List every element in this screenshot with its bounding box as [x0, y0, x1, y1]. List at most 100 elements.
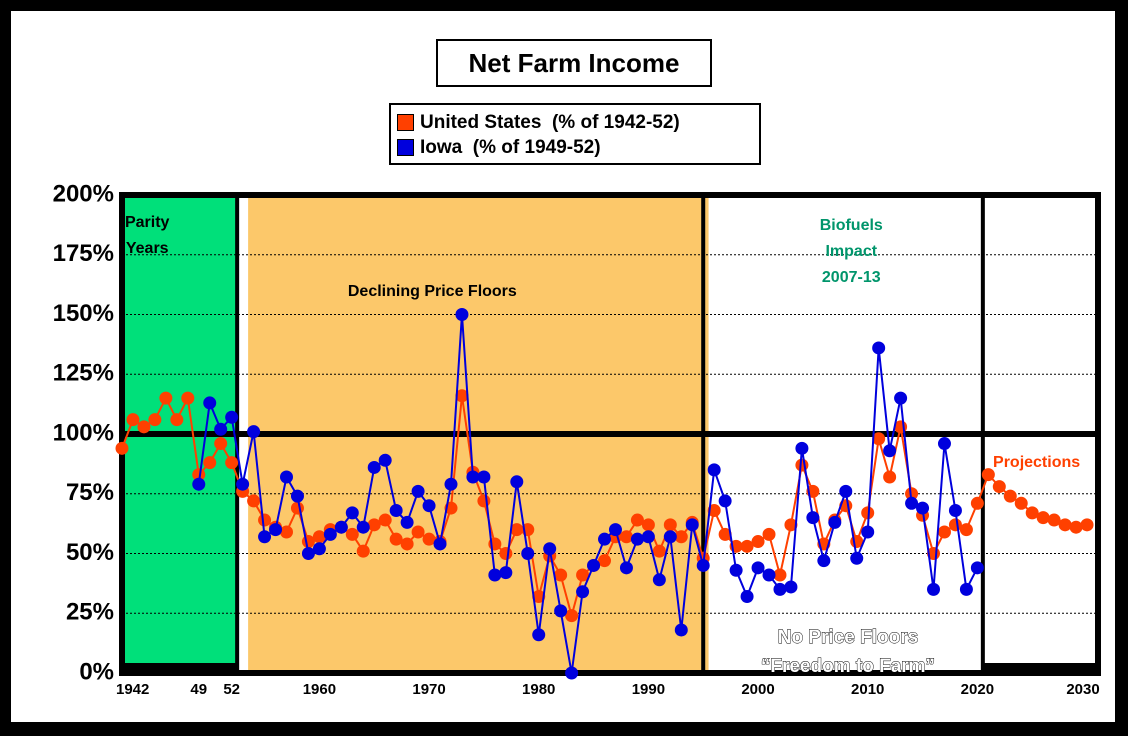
- data-point-us: [773, 568, 787, 582]
- chart-title-box: Net Farm Income: [436, 39, 712, 87]
- data-point-us: [170, 413, 184, 427]
- data-point-us: [641, 518, 655, 532]
- data-point-us: [652, 544, 666, 558]
- legend-label-iowa: Iowa (% of 1949-52): [420, 136, 601, 158]
- annotation-impact: Impact: [825, 243, 877, 260]
- data-point-iowa: [663, 530, 677, 544]
- data-point-us: [740, 539, 754, 553]
- data-point-us: [707, 503, 721, 517]
- y-tick-label: 0%: [79, 658, 114, 685]
- data-point-iowa: [543, 542, 557, 556]
- data-point-iowa: [576, 585, 590, 599]
- data-point-us: [115, 441, 129, 455]
- data-point-iowa: [356, 520, 370, 534]
- data-point-iowa: [872, 341, 886, 355]
- data-point-iowa: [565, 666, 579, 680]
- chart-canvas: Parity Years Declining Price Floors Biofuel…: [11, 11, 1115, 722]
- chart-svg: Parity Years Declining Price Floors Biofuel…: [53, 180, 1101, 698]
- data-point-iowa: [795, 441, 809, 455]
- data-point-us: [345, 527, 359, 541]
- data-point-us: [992, 480, 1006, 494]
- data-point-us: [159, 391, 173, 405]
- data-point-us: [203, 456, 217, 470]
- data-point-iowa: [378, 453, 392, 467]
- data-point-us: [1058, 518, 1072, 532]
- data-point-us: [554, 568, 568, 582]
- data-point-us: [1069, 520, 1083, 534]
- data-point-us: [663, 518, 677, 532]
- data-point-us: [181, 391, 195, 405]
- parity-base-bar: [122, 663, 238, 673]
- data-point-us: [762, 527, 776, 541]
- data-point-iowa: [948, 503, 962, 517]
- x-tick-label: 52: [223, 681, 240, 698]
- legend-item-iowa: Iowa (% of 1949-52): [397, 135, 759, 160]
- data-point-iowa: [619, 561, 633, 575]
- data-point-iowa: [937, 437, 951, 451]
- x-tick-label: 2020: [961, 681, 994, 698]
- data-point-us: [981, 468, 995, 482]
- data-point-us: [937, 525, 951, 539]
- data-point-iowa: [466, 470, 480, 484]
- y-tick-label: 25%: [66, 599, 114, 626]
- data-point-us: [619, 530, 633, 544]
- data-point-iowa: [806, 511, 820, 525]
- projections-base-bar: [982, 663, 1098, 673]
- data-point-iowa: [312, 542, 326, 556]
- data-point-us: [148, 413, 162, 427]
- data-point-iowa: [301, 547, 315, 560]
- data-point-iowa: [247, 425, 261, 439]
- data-point-iowa: [422, 499, 436, 513]
- data-point-iowa: [290, 489, 304, 503]
- data-point-us: [1036, 511, 1050, 525]
- data-point-us: [510, 523, 524, 537]
- y-tick-label: 150%: [53, 300, 114, 327]
- data-point-us: [356, 544, 370, 558]
- data-point-iowa: [510, 475, 524, 489]
- data-point-iowa: [861, 525, 875, 539]
- x-tick-label: 49: [190, 681, 207, 698]
- data-point-iowa: [630, 532, 644, 546]
- data-point-iowa: [587, 558, 601, 572]
- data-point-us: [279, 525, 293, 539]
- x-tick-label: 2010: [851, 681, 884, 698]
- chart-title: Net Farm Income: [468, 47, 680, 78]
- data-point-us: [400, 537, 414, 551]
- data-point-iowa: [784, 580, 798, 594]
- x-tick-label: 1980: [522, 681, 555, 698]
- y-tick-label: 175%: [53, 240, 114, 267]
- data-point-us: [751, 535, 765, 549]
- data-point-us: [1025, 506, 1039, 520]
- data-point-iowa: [323, 527, 337, 541]
- data-point-us: [1080, 518, 1094, 532]
- data-point-iowa: [959, 582, 973, 596]
- legend-swatch-us: [397, 114, 414, 131]
- data-point-us: [598, 554, 612, 568]
- data-point-us: [872, 432, 886, 446]
- annotation-freedom-to-farm: “Freedom to Farm”: [761, 656, 935, 677]
- annotation-2007-13: 2007-13: [822, 269, 881, 286]
- y-tick-label: 100%: [53, 419, 114, 446]
- data-point-iowa: [927, 582, 941, 596]
- data-point-us: [576, 568, 590, 582]
- data-point-iowa: [521, 547, 535, 560]
- data-point-iowa: [236, 477, 250, 491]
- data-point-iowa: [905, 496, 919, 510]
- data-point-us: [422, 532, 436, 546]
- data-point-iowa: [532, 628, 546, 642]
- data-point-iowa: [345, 506, 359, 520]
- data-point-iowa: [400, 515, 414, 529]
- x-tick-label: 1960: [303, 681, 336, 698]
- data-point-us: [378, 513, 392, 527]
- data-point-iowa: [674, 623, 688, 637]
- data-point-iowa: [499, 566, 513, 580]
- data-point-iowa: [444, 477, 458, 491]
- data-point-iowa: [641, 530, 655, 544]
- data-point-us: [883, 470, 897, 484]
- data-point-us: [1003, 489, 1017, 503]
- data-point-iowa: [718, 494, 732, 508]
- data-point-us: [499, 547, 513, 560]
- data-point-iowa: [279, 470, 293, 484]
- data-point-us: [214, 437, 228, 451]
- data-point-us: [532, 590, 546, 604]
